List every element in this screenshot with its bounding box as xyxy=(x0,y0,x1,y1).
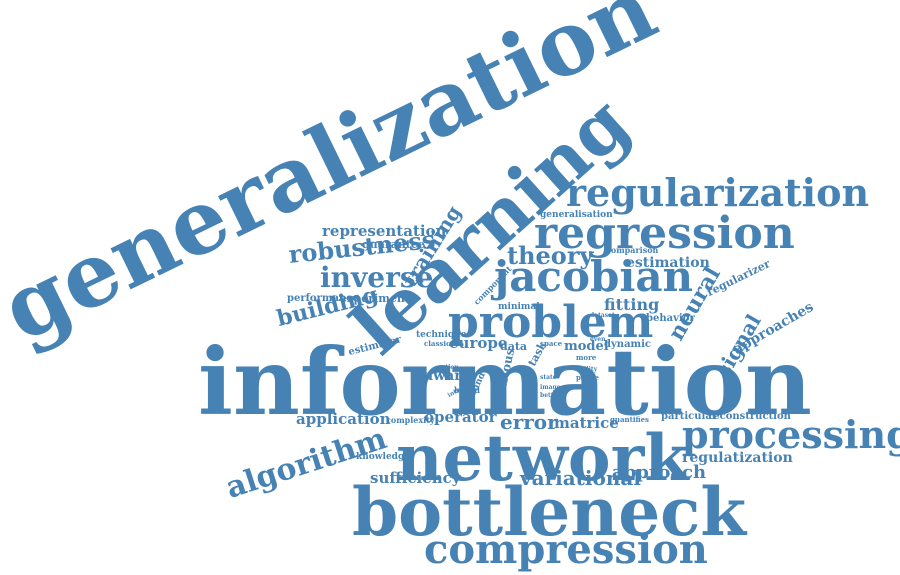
word-particular: particular xyxy=(661,411,718,422)
word-jacobian: jacobian xyxy=(494,252,694,302)
word-compression: compression xyxy=(424,526,708,573)
word-dataset: dataset xyxy=(590,312,615,320)
word-experiment: experiment xyxy=(340,292,410,306)
word-generalisation: generalisation xyxy=(540,209,613,220)
word-theory: theory xyxy=(507,240,594,270)
word-error: error xyxy=(500,410,558,434)
word-regularization: regularization xyxy=(566,169,870,215)
word-guarantee: guarantee xyxy=(362,238,425,252)
word-data: data xyxy=(500,340,528,354)
word-network: network xyxy=(396,420,689,496)
word-bottleneck: bottleneck xyxy=(352,473,747,552)
word-application: application xyxy=(296,410,391,428)
word-better: better xyxy=(540,392,561,400)
word-performance: performance xyxy=(287,293,359,304)
word-behavior: behavior xyxy=(646,313,695,324)
word-matrice: matrice xyxy=(554,414,619,432)
word-minimal: minimal xyxy=(498,301,540,312)
word-model: model xyxy=(564,338,609,354)
word-even: even xyxy=(590,336,606,344)
word-reconstruction: reconstruction xyxy=(708,411,791,422)
word-ability: ability xyxy=(576,366,598,374)
word-comparison: comparison xyxy=(606,244,659,255)
word-based: based xyxy=(454,384,480,395)
word-information: information xyxy=(198,328,812,437)
word-regulatization: regulatization xyxy=(682,449,793,466)
word-representation: representation xyxy=(322,222,447,240)
word-dynamic: dynamic xyxy=(604,339,652,350)
word-state: state xyxy=(540,374,557,382)
word-estimation: estimation xyxy=(626,254,710,271)
word-processing: processing xyxy=(682,411,900,457)
word-regression: regression xyxy=(534,207,795,259)
word-technique: technique xyxy=(416,329,467,340)
word-aware: aware xyxy=(424,367,471,384)
word-classical: classical xyxy=(424,339,458,349)
word-problem: problem xyxy=(448,296,654,348)
word-notion: notion xyxy=(437,364,459,372)
word-image: image xyxy=(540,384,561,392)
word-operator: operator xyxy=(424,408,497,426)
word-phase: phase xyxy=(576,373,599,383)
word-variational: variational xyxy=(520,466,641,490)
word-europe: europe xyxy=(449,334,508,352)
word-fitting: fitting xyxy=(604,295,660,315)
word-sufficiency: sufficiency xyxy=(370,469,461,487)
word-complexity: complexity xyxy=(386,414,435,425)
word-knowledge: knowledge xyxy=(356,451,410,462)
word-more: more xyxy=(576,353,597,363)
word-quantifies: quantifies xyxy=(610,415,649,425)
word-inverse: inverse xyxy=(320,260,434,294)
word-approach: approach xyxy=(612,461,707,483)
word-space: space xyxy=(540,339,563,349)
